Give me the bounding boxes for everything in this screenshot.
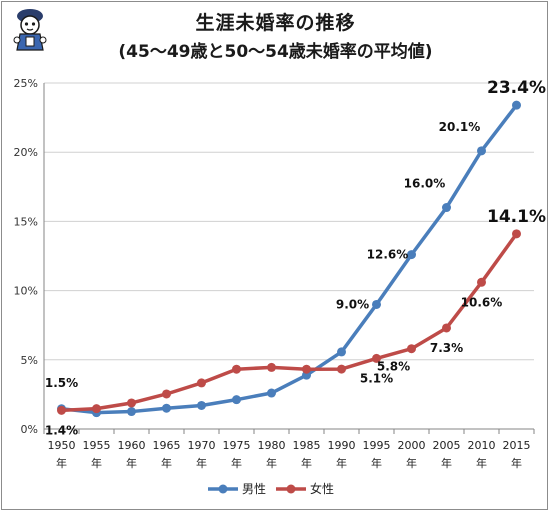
data-point-male xyxy=(127,407,136,417)
data-point-female xyxy=(302,364,311,374)
data-label: 7.3% xyxy=(430,341,463,355)
y-tick-label: 15% xyxy=(14,215,38,228)
data-point-female xyxy=(372,353,381,363)
x-tick-label: 1950 xyxy=(48,439,76,452)
x-tick-suffix: 年 xyxy=(231,456,242,470)
data-label: 23.4% xyxy=(487,78,546,98)
y-tick-label: 5% xyxy=(21,354,38,367)
legend-marker-female xyxy=(286,484,296,494)
data-point-male xyxy=(197,400,206,410)
chart-title-line1: 生涯未婚率の推移 xyxy=(195,12,356,34)
x-tick-label: 2015 xyxy=(503,439,531,452)
x-tick-label: 2000 xyxy=(398,439,426,452)
data-point-female xyxy=(127,398,136,408)
data-label: 10.6% xyxy=(461,295,503,309)
y-tick-label: 10% xyxy=(14,285,38,298)
x-tick-suffix: 年 xyxy=(56,456,67,470)
data-point-male xyxy=(162,403,171,413)
data-point-female xyxy=(162,389,171,399)
data-point-male xyxy=(512,100,521,110)
data-label: 9.0% xyxy=(336,297,369,311)
series-group xyxy=(57,100,521,418)
data-point-male xyxy=(407,250,416,260)
data-point-female xyxy=(442,323,451,333)
data-point-male xyxy=(477,146,486,156)
x-tick-suffix: 年 xyxy=(371,456,382,470)
legend-label-female: 女性 xyxy=(310,481,334,496)
x-tick-suffix: 年 xyxy=(91,456,102,470)
y-tick-label: 0% xyxy=(21,423,38,436)
mascot-logo xyxy=(13,9,47,51)
x-tick-label: 2010 xyxy=(468,439,496,452)
y-tick-label: 25% xyxy=(14,77,38,90)
x-tick-label: 2005 xyxy=(433,439,461,452)
data-point-female xyxy=(267,362,276,372)
x-tick-label: 1985 xyxy=(293,439,321,452)
data-point-male xyxy=(442,203,451,213)
legend-marker-male xyxy=(218,484,228,494)
x-tick-suffix: 年 xyxy=(406,456,417,470)
x-tick-label: 1960 xyxy=(118,439,146,452)
y-tick-label: 20% xyxy=(14,146,38,159)
series-line-female xyxy=(61,232,518,413)
data-point-female xyxy=(337,364,346,374)
data-point-female xyxy=(197,378,206,388)
x-tick-label: 1995 xyxy=(363,439,391,452)
legend: 男性 女性 xyxy=(208,481,334,496)
data-label: 20.1% xyxy=(439,120,481,134)
x-tick-suffix: 年 xyxy=(476,456,487,470)
x-tick-label: 1970 xyxy=(188,439,216,452)
data-point-female xyxy=(92,404,101,414)
x-tick-suffix: 年 xyxy=(161,456,172,470)
x-tick-label: 1990 xyxy=(328,439,356,452)
data-label: 1.4% xyxy=(45,423,78,437)
data-label: 5.8% xyxy=(377,360,410,374)
x-tick-suffix: 年 xyxy=(266,456,277,470)
data-point-male xyxy=(267,388,276,398)
series-line-male xyxy=(61,104,518,415)
x-tick-suffix: 年 xyxy=(196,456,207,470)
data-point-female xyxy=(477,277,486,287)
data-labels: 1.5% 1.4% 9.0% 12.6% 16.0% 20.1% 23.4% 5.1%5.8%… xyxy=(45,78,546,437)
data-label: 14.1% xyxy=(487,207,546,227)
data-point-female xyxy=(512,229,521,239)
x-tick-label: 1965 xyxy=(153,439,181,452)
data-point-male xyxy=(232,395,241,405)
x-tick-suffix: 年 xyxy=(336,456,347,470)
gridlines xyxy=(44,82,534,361)
x-tick-suffix: 年 xyxy=(441,456,452,470)
chart-title-line2: (45〜49歳と50〜54歳未婚率の平均値) xyxy=(118,42,433,62)
data-label: 1.5% xyxy=(45,376,78,390)
axes: 0% 5% 10% 15% 20% 25% 1950 年 1955 年 1960 年 1965 年 1970… xyxy=(14,77,535,470)
x-tick-suffix: 年 xyxy=(511,456,522,470)
data-point-female xyxy=(232,364,241,374)
x-tick-label: 1980 xyxy=(258,439,286,452)
data-label: 12.6% xyxy=(367,248,409,262)
x-tick-label: 1955 xyxy=(83,439,111,452)
x-tick-label: 1975 xyxy=(223,439,251,452)
x-tick-suffix: 年 xyxy=(126,456,137,470)
legend-label-male: 男性 xyxy=(242,482,266,496)
data-point-male xyxy=(372,299,381,309)
data-label: 16.0% xyxy=(404,177,446,191)
data-label: 5.1% xyxy=(360,371,393,385)
data-point-male xyxy=(337,347,346,357)
x-tick-suffix: 年 xyxy=(301,456,312,470)
data-point-female xyxy=(57,405,66,415)
data-point-female xyxy=(407,344,416,354)
